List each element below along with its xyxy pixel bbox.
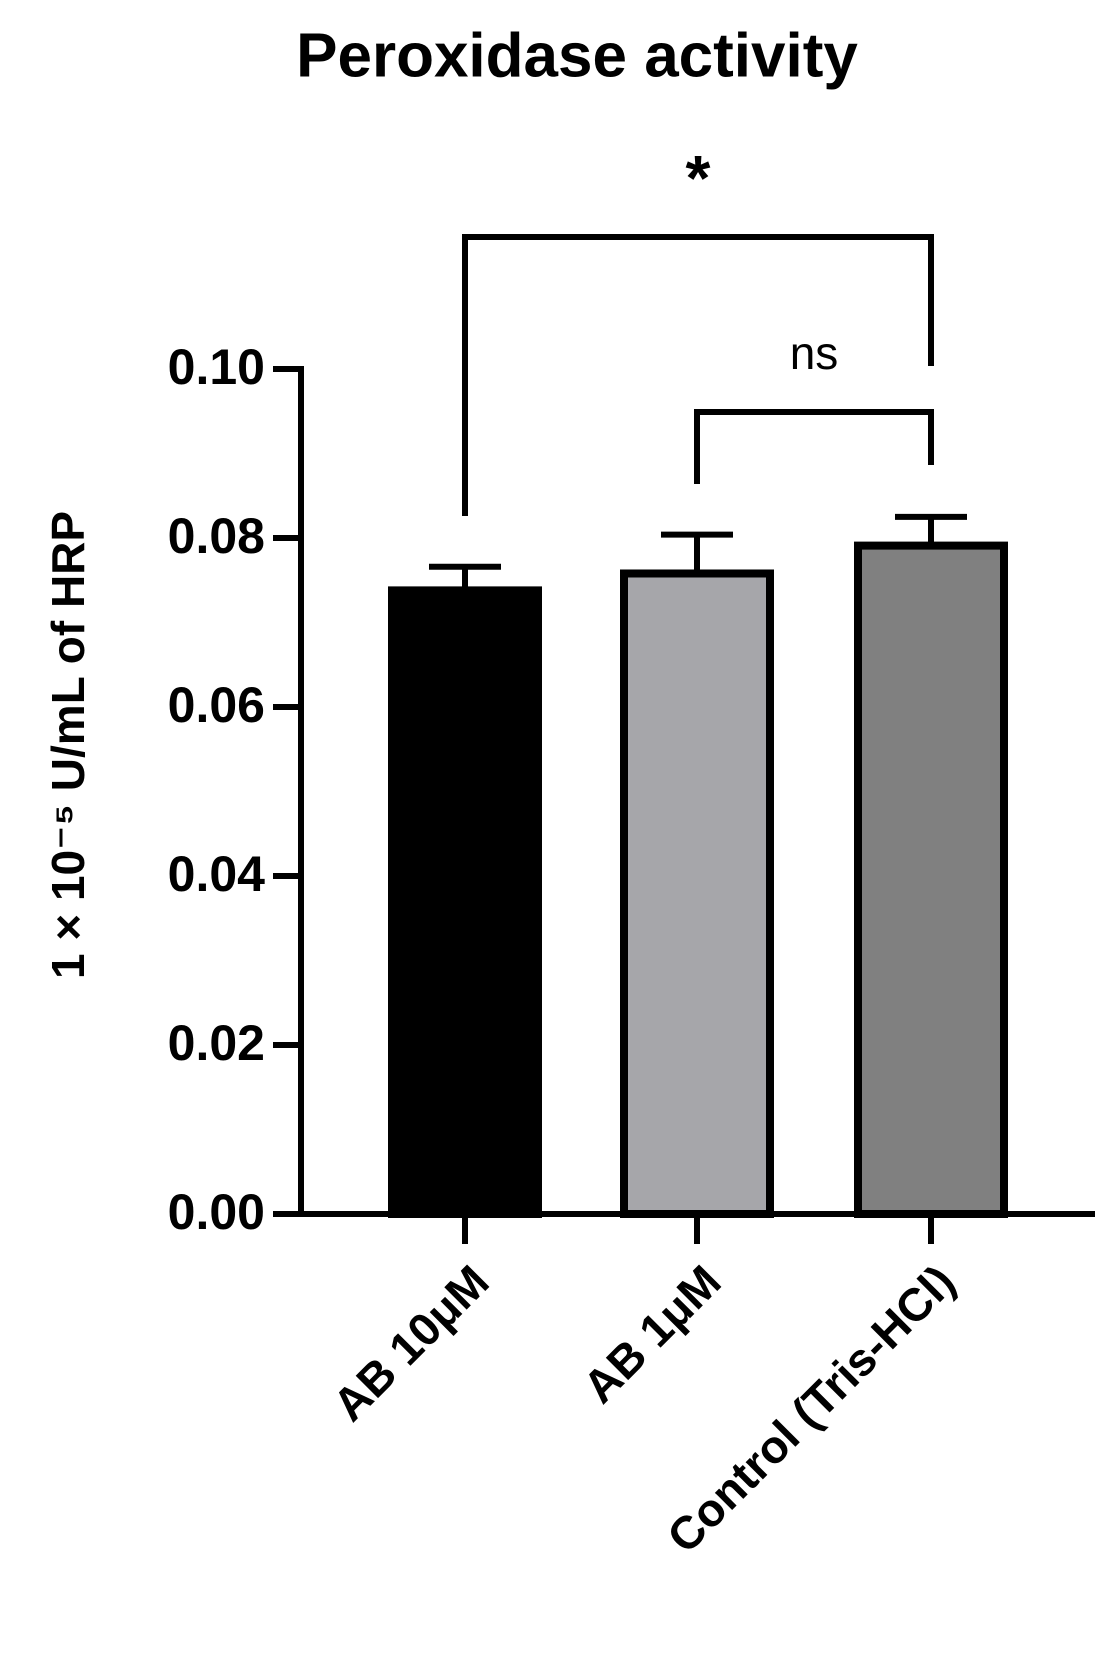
y-tick-label: 0.02: [168, 1015, 265, 1071]
chart-title: Peroxidase activity: [296, 21, 858, 90]
significance-bracket: [694, 409, 934, 484]
y-tick-label: 0.04: [168, 846, 266, 902]
x-tick-label: AB 10μM: [323, 1255, 499, 1431]
significance-label: *: [686, 142, 711, 214]
bar: [620, 569, 774, 1218]
y-axis-label: 1 × 10⁻⁵ U/mL of HRP: [42, 511, 94, 979]
y-tick-label: 0.08: [168, 508, 265, 564]
bar: [388, 586, 542, 1218]
significance-bracket: [462, 234, 934, 516]
significance-label: ns: [790, 327, 839, 379]
bar: [854, 541, 1008, 1218]
y-tick-label: 0.10: [168, 339, 265, 395]
y-tick-label: 0.00: [168, 1184, 265, 1240]
x-tick-label: AB 1μM: [573, 1255, 731, 1413]
y-tick-label: 0.06: [168, 677, 265, 733]
